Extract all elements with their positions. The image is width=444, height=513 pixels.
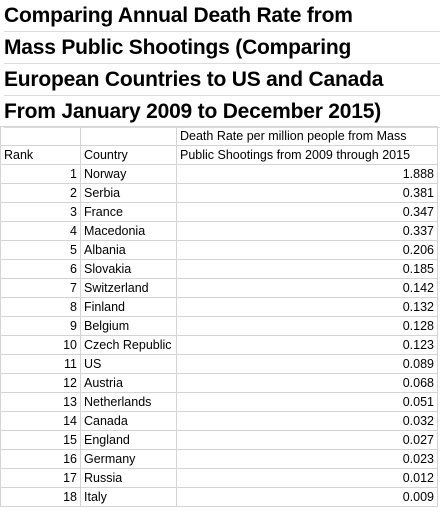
rate-cell[interactable]: 1.888 — [176, 164, 438, 184]
rank-cell[interactable]: 18 — [0, 487, 81, 507]
header-rate-line1[interactable]: Death Rate per million people from Mass — [176, 126, 438, 146]
country-cell[interactable]: Slovakia — [80, 259, 177, 279]
rate-cell[interactable]: 0.206 — [176, 240, 438, 260]
country-cell[interactable]: Canada — [80, 411, 177, 431]
data-table: Death Rate per million people from Mass … — [0, 126, 438, 507]
rank-cell[interactable]: 15 — [0, 430, 81, 450]
rate-cell[interactable]: 0.023 — [176, 449, 438, 469]
title-line-2[interactable]: Mass Public Shootings (Comparing — [4, 32, 440, 64]
title-line-4[interactable]: From January 2009 to December 2015) — [4, 96, 440, 128]
country-cell[interactable]: Austria — [80, 373, 177, 393]
title-line-1[interactable]: Comparing Annual Death Rate from — [4, 0, 440, 32]
rate-cell[interactable]: 0.185 — [176, 259, 438, 279]
rank-cell[interactable]: 13 — [0, 392, 81, 412]
table-row: 18 Italy 0.009 — [0, 487, 438, 507]
header-rank[interactable]: Rank — [0, 145, 81, 165]
country-cell[interactable]: France — [80, 202, 177, 222]
country-cell[interactable]: Italy — [80, 487, 177, 507]
table-row: 15 England 0.027 — [0, 430, 438, 450]
rank-cell[interactable]: 1 — [0, 164, 81, 184]
rank-cell[interactable]: 8 — [0, 297, 81, 317]
rate-cell[interactable]: 0.012 — [176, 468, 438, 488]
table-row: 9 Belgium 0.128 — [0, 316, 438, 336]
table-row: 3 France 0.347 — [0, 202, 438, 222]
rate-cell[interactable]: 0.142 — [176, 278, 438, 298]
table-row: 5 Albania 0.206 — [0, 240, 438, 260]
table-row: 6 Slovakia 0.185 — [0, 259, 438, 279]
table-row: 7 Switzerland 0.142 — [0, 278, 438, 298]
country-cell[interactable]: Finland — [80, 297, 177, 317]
rank-cell[interactable]: 11 — [0, 354, 81, 374]
header-country-blank-cell[interactable] — [80, 126, 177, 146]
header-row-top: Death Rate per million people from Mass — [0, 126, 438, 146]
rate-cell[interactable]: 0.051 — [176, 392, 438, 412]
rate-cell[interactable]: 0.132 — [176, 297, 438, 317]
table-row: 2 Serbia 0.381 — [0, 183, 438, 203]
rank-cell[interactable]: 14 — [0, 411, 81, 431]
country-cell[interactable]: Macedonia — [80, 221, 177, 241]
table-row: 12 Austria 0.068 — [0, 373, 438, 393]
rate-cell[interactable]: 0.347 — [176, 202, 438, 222]
rank-cell[interactable]: 5 — [0, 240, 81, 260]
rank-cell[interactable]: 2 — [0, 183, 81, 203]
rate-cell[interactable]: 0.089 — [176, 354, 438, 374]
table-row: 4 Macedonia 0.337 — [0, 221, 438, 241]
header-row-bottom: Rank Country Public Shootings from 2009 … — [0, 145, 438, 165]
title-block: Comparing Annual Death Rate from Mass Pu… — [4, 0, 440, 128]
rate-cell[interactable]: 0.337 — [176, 221, 438, 241]
rank-cell[interactable]: 17 — [0, 468, 81, 488]
header-rate-line2[interactable]: Public Shootings from 2009 through 2015 — [176, 145, 438, 165]
country-cell[interactable]: Serbia — [80, 183, 177, 203]
table-row: 17 Russia 0.012 — [0, 468, 438, 488]
rank-cell[interactable]: 12 — [0, 373, 81, 393]
country-cell[interactable]: Russia — [80, 468, 177, 488]
rate-cell[interactable]: 0.027 — [176, 430, 438, 450]
rank-cell[interactable]: 6 — [0, 259, 81, 279]
country-cell[interactable]: Belgium — [80, 316, 177, 336]
table-row: 16 Germany 0.023 — [0, 449, 438, 469]
rank-cell[interactable]: 16 — [0, 449, 81, 469]
table-row: 14 Canada 0.032 — [0, 411, 438, 431]
rank-cell[interactable]: 10 — [0, 335, 81, 355]
rate-cell[interactable]: 0.123 — [176, 335, 438, 355]
rate-cell[interactable]: 0.009 — [176, 487, 438, 507]
country-cell[interactable]: Germany — [80, 449, 177, 469]
country-cell[interactable]: Netherlands — [80, 392, 177, 412]
table-row: 11 US 0.089 — [0, 354, 438, 374]
table-row: 8 Finland 0.132 — [0, 297, 438, 317]
country-cell[interactable]: Czech Republic — [80, 335, 177, 355]
rate-cell[interactable]: 0.128 — [176, 316, 438, 336]
country-cell[interactable]: Norway — [80, 164, 177, 184]
title-line-3[interactable]: European Countries to US and Canada — [4, 64, 440, 96]
country-cell[interactable]: US — [80, 354, 177, 374]
header-rank-blank-cell[interactable] — [0, 126, 81, 146]
table-row: 1 Norway 1.888 — [0, 164, 438, 184]
rank-cell[interactable]: 7 — [0, 278, 81, 298]
header-country[interactable]: Country — [80, 145, 177, 165]
rate-cell[interactable]: 0.381 — [176, 183, 438, 203]
rate-cell[interactable]: 0.032 — [176, 411, 438, 431]
table-row: 13 Netherlands 0.051 — [0, 392, 438, 412]
country-cell[interactable]: England — [80, 430, 177, 450]
country-cell[interactable]: Albania — [80, 240, 177, 260]
rate-cell[interactable]: 0.068 — [176, 373, 438, 393]
country-cell[interactable]: Switzerland — [80, 278, 177, 298]
table-row: 10 Czech Republic 0.123 — [0, 335, 438, 355]
rank-cell[interactable]: 9 — [0, 316, 81, 336]
rank-cell[interactable]: 4 — [0, 221, 81, 241]
rank-cell[interactable]: 3 — [0, 202, 81, 222]
